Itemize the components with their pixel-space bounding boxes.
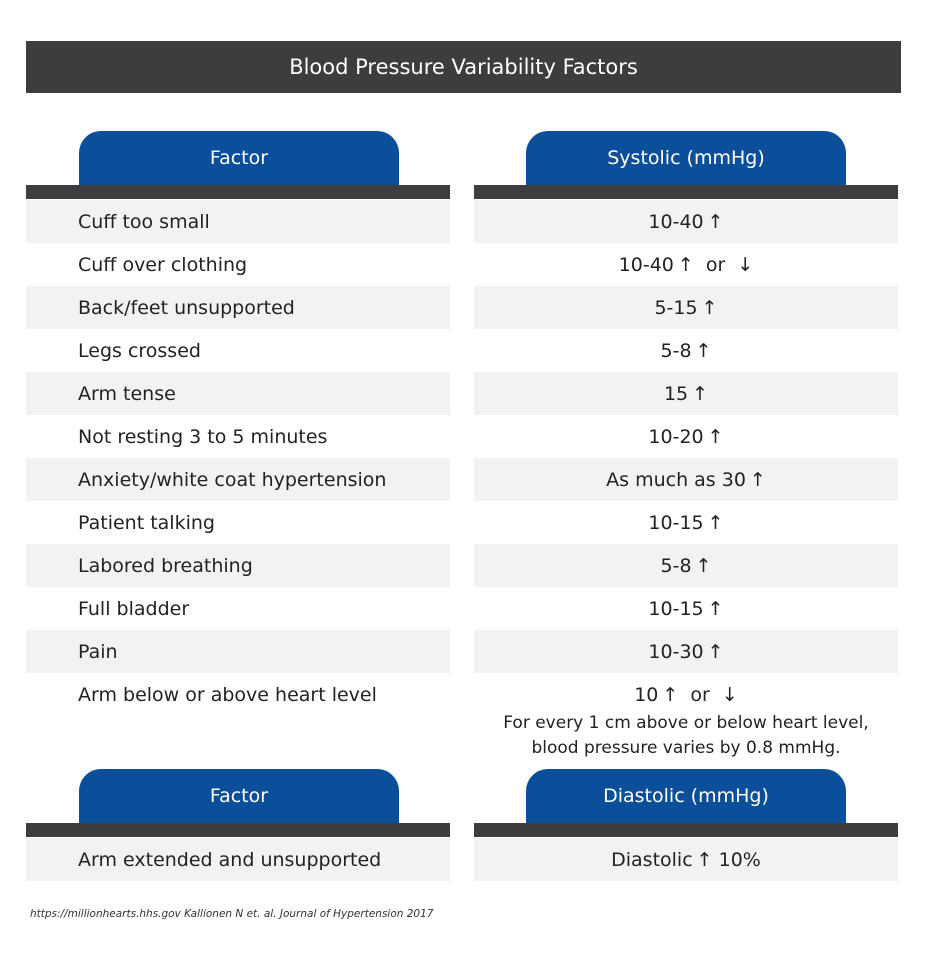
table-row-value: 5-8 ↑ [474, 544, 898, 587]
table-row-value: 10-20 ↑ [474, 415, 898, 458]
value-text: 10-40 [648, 210, 704, 233]
change-arrow-icon: ↑ [707, 597, 724, 620]
systolic-header-tab: Systolic (mmHg) [526, 131, 846, 185]
table-row-value: 10-30 ↑ [474, 630, 898, 673]
table-row-value: 10 ↑ or ↓ [474, 673, 898, 716]
table-row-factor: Legs crossed [78, 339, 201, 362]
change-arrow-icon: ↑ [701, 296, 718, 319]
table-row-value: Diastolic ↑ 10% [474, 838, 898, 881]
value-text: 10-15 [648, 597, 704, 620]
table-row-factor: Patient talking [78, 511, 215, 534]
factor-header-tab: Factor [79, 131, 399, 185]
change-arrow-icon: ↑ [707, 425, 724, 448]
change-arrow-icon: ↑ [707, 640, 724, 663]
table-row-factor: Arm below or above heart level [78, 683, 377, 706]
value-text: 5-8 [660, 339, 692, 362]
table-row-factor: Pain [26, 630, 450, 673]
table-row-value: 10-40 ↑ [474, 200, 898, 243]
table-row-value: 5-15 ↑ [474, 286, 898, 329]
value-text: Diastolic [611, 848, 693, 871]
value-text: 10-15 [648, 511, 704, 534]
table-row-factor: Arm extended and unsupported [26, 838, 450, 881]
table-row-factor: Cuff over clothing [78, 253, 248, 276]
table-row-factor: Cuff too small [26, 200, 450, 243]
heart-level-note-line1: For every 1 cm above or below heart leve… [503, 713, 869, 733]
diastolic-header-tab: Diastolic (mmHg) [526, 769, 846, 823]
value-text: 15 [663, 382, 689, 405]
heart-level-note: For every 1 cm above or below heart leve… [474, 711, 898, 761]
table-row-value: 10-15 ↑ [474, 501, 898, 544]
value-text: 10 [634, 683, 659, 706]
table-row-factor: Full bladder [78, 597, 190, 620]
table-row-value: 10-15 ↑ [474, 587, 898, 630]
table-row-factor: Anxiety/white coat hypertension [26, 458, 450, 501]
table-row-value: As much as 30 ↑ [474, 458, 898, 501]
table-row-factor: Back/feet unsupported [26, 286, 450, 329]
table-row-value: 10-40 ↑ or ↓ [474, 243, 898, 286]
value-text: 10-20 [648, 425, 704, 448]
systolic-header-rule [474, 185, 898, 199]
diastolic-header-rule [474, 823, 898, 837]
value-text: 10-40 [618, 253, 674, 276]
table-row-value: 5-8 ↑ [474, 329, 898, 372]
factor-header-rule [26, 185, 450, 199]
change-arrow-icon: ↑ or ↓ [677, 253, 754, 276]
value-text: 10-30 [648, 640, 704, 663]
table-row-factor: Arm tense [26, 372, 450, 415]
change-arrow-icon: ↑ [695, 554, 712, 577]
factor-header-rule-2 [26, 823, 450, 837]
heart-level-note-line2: blood pressure varies by 0.8 mmHg. [531, 738, 841, 758]
change-arrow-icon: ↑ [692, 382, 709, 405]
table-row-value: 15 ↑ [474, 372, 898, 415]
change-arrow-icon: ↑ or ↓ [662, 683, 738, 706]
change-arrow-icon: ↑ [707, 511, 724, 534]
source-citation: https://millionhearts.hhs.gov Kallionen … [30, 908, 434, 920]
change-arrow-icon: ↑ 10% [696, 848, 761, 871]
table-row-factor: Not resting 3 to 5 minutes [78, 425, 328, 448]
change-arrow-icon: ↑ [749, 468, 766, 491]
page-title: Blood Pressure Variability Factors [26, 41, 901, 93]
value-text: As much as 30 [606, 468, 746, 491]
factor-header-tab-2: Factor [79, 769, 399, 823]
value-text: 5-15 [654, 296, 698, 319]
value-text: 5-8 [660, 554, 692, 577]
change-arrow-icon: ↑ [695, 339, 712, 362]
table-row-factor: Labored breathing [26, 544, 450, 587]
change-arrow-icon: ↑ [707, 210, 724, 233]
